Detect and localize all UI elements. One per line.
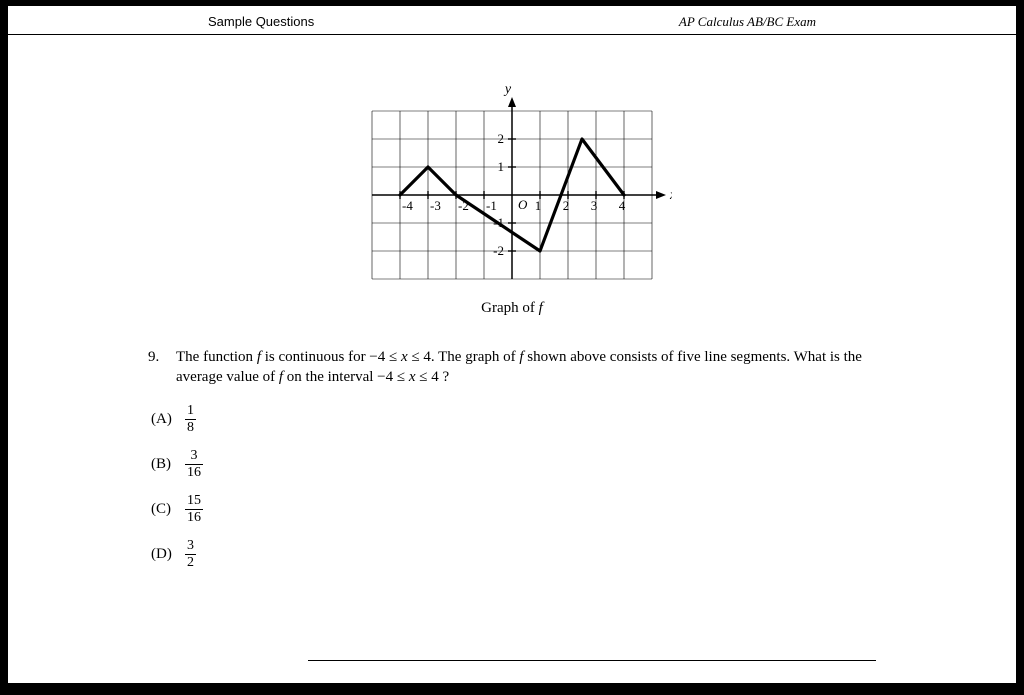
svg-text:2: 2 [563, 198, 570, 213]
svg-text:O: O [518, 197, 528, 212]
choice-fraction: 18 [185, 404, 196, 435]
svg-text:x: x [669, 188, 672, 203]
svg-text:3: 3 [591, 198, 598, 213]
choice-fraction: 32 [185, 539, 196, 570]
fraction-denominator: 8 [185, 419, 196, 435]
footer-rule [308, 660, 876, 661]
choice-b: (B)316 [151, 449, 876, 480]
page-header: Sample Questions AP Calculus AB/BC Exam [8, 6, 1016, 35]
page: Sample Questions AP Calculus AB/BC Exam … [8, 6, 1016, 683]
fraction-numerator: 3 [185, 539, 196, 554]
svg-text:-3: -3 [430, 198, 441, 213]
fraction-denominator: 16 [185, 509, 203, 525]
svg-text:-2: -2 [493, 243, 504, 258]
choice-fraction: 316 [185, 449, 203, 480]
question-number: 9. [148, 347, 176, 388]
fraction-denominator: 16 [185, 464, 203, 480]
choice-label: (B) [151, 454, 185, 474]
graph-container: -4-3-2-11234-2-112Oxy [8, 85, 1016, 290]
function-graph: -4-3-2-11234-2-112Oxy [352, 85, 672, 285]
caption-f: f [539, 300, 543, 316]
question-body: The function f is continuous for −4 ≤ x … [176, 347, 876, 388]
svg-text:4: 4 [619, 198, 626, 213]
svg-text:2: 2 [498, 131, 505, 146]
fraction-numerator: 1 [185, 404, 196, 419]
answer-choices: (A)18(B)316(C)1516(D)32 [151, 404, 876, 570]
header-right: AP Calculus AB/BC Exam [679, 14, 816, 30]
choice-a: (A)18 [151, 404, 876, 435]
fraction-numerator: 3 [189, 449, 200, 464]
svg-text:1: 1 [498, 159, 505, 174]
choice-label: (D) [151, 544, 185, 564]
graph-caption: Graph of f [8, 300, 1016, 317]
svg-text:-4: -4 [402, 198, 413, 213]
caption-text: Graph of [481, 300, 538, 316]
choice-d: (D)32 [151, 539, 876, 570]
svg-text:y: y [503, 85, 512, 97]
svg-text:1: 1 [535, 198, 542, 213]
question-block: 9. The function f is continuous for −4 ≤… [148, 347, 876, 570]
question-text: 9. The function f is continuous for −4 ≤… [148, 347, 876, 388]
choice-fraction: 1516 [185, 494, 203, 525]
fraction-denominator: 2 [185, 554, 196, 570]
fraction-numerator: 15 [185, 494, 203, 509]
choice-c: (C)1516 [151, 494, 876, 525]
header-left: Sample Questions [208, 14, 314, 30]
choice-label: (A) [151, 409, 185, 429]
svg-text:-1: -1 [486, 198, 497, 213]
choice-label: (C) [151, 499, 185, 519]
